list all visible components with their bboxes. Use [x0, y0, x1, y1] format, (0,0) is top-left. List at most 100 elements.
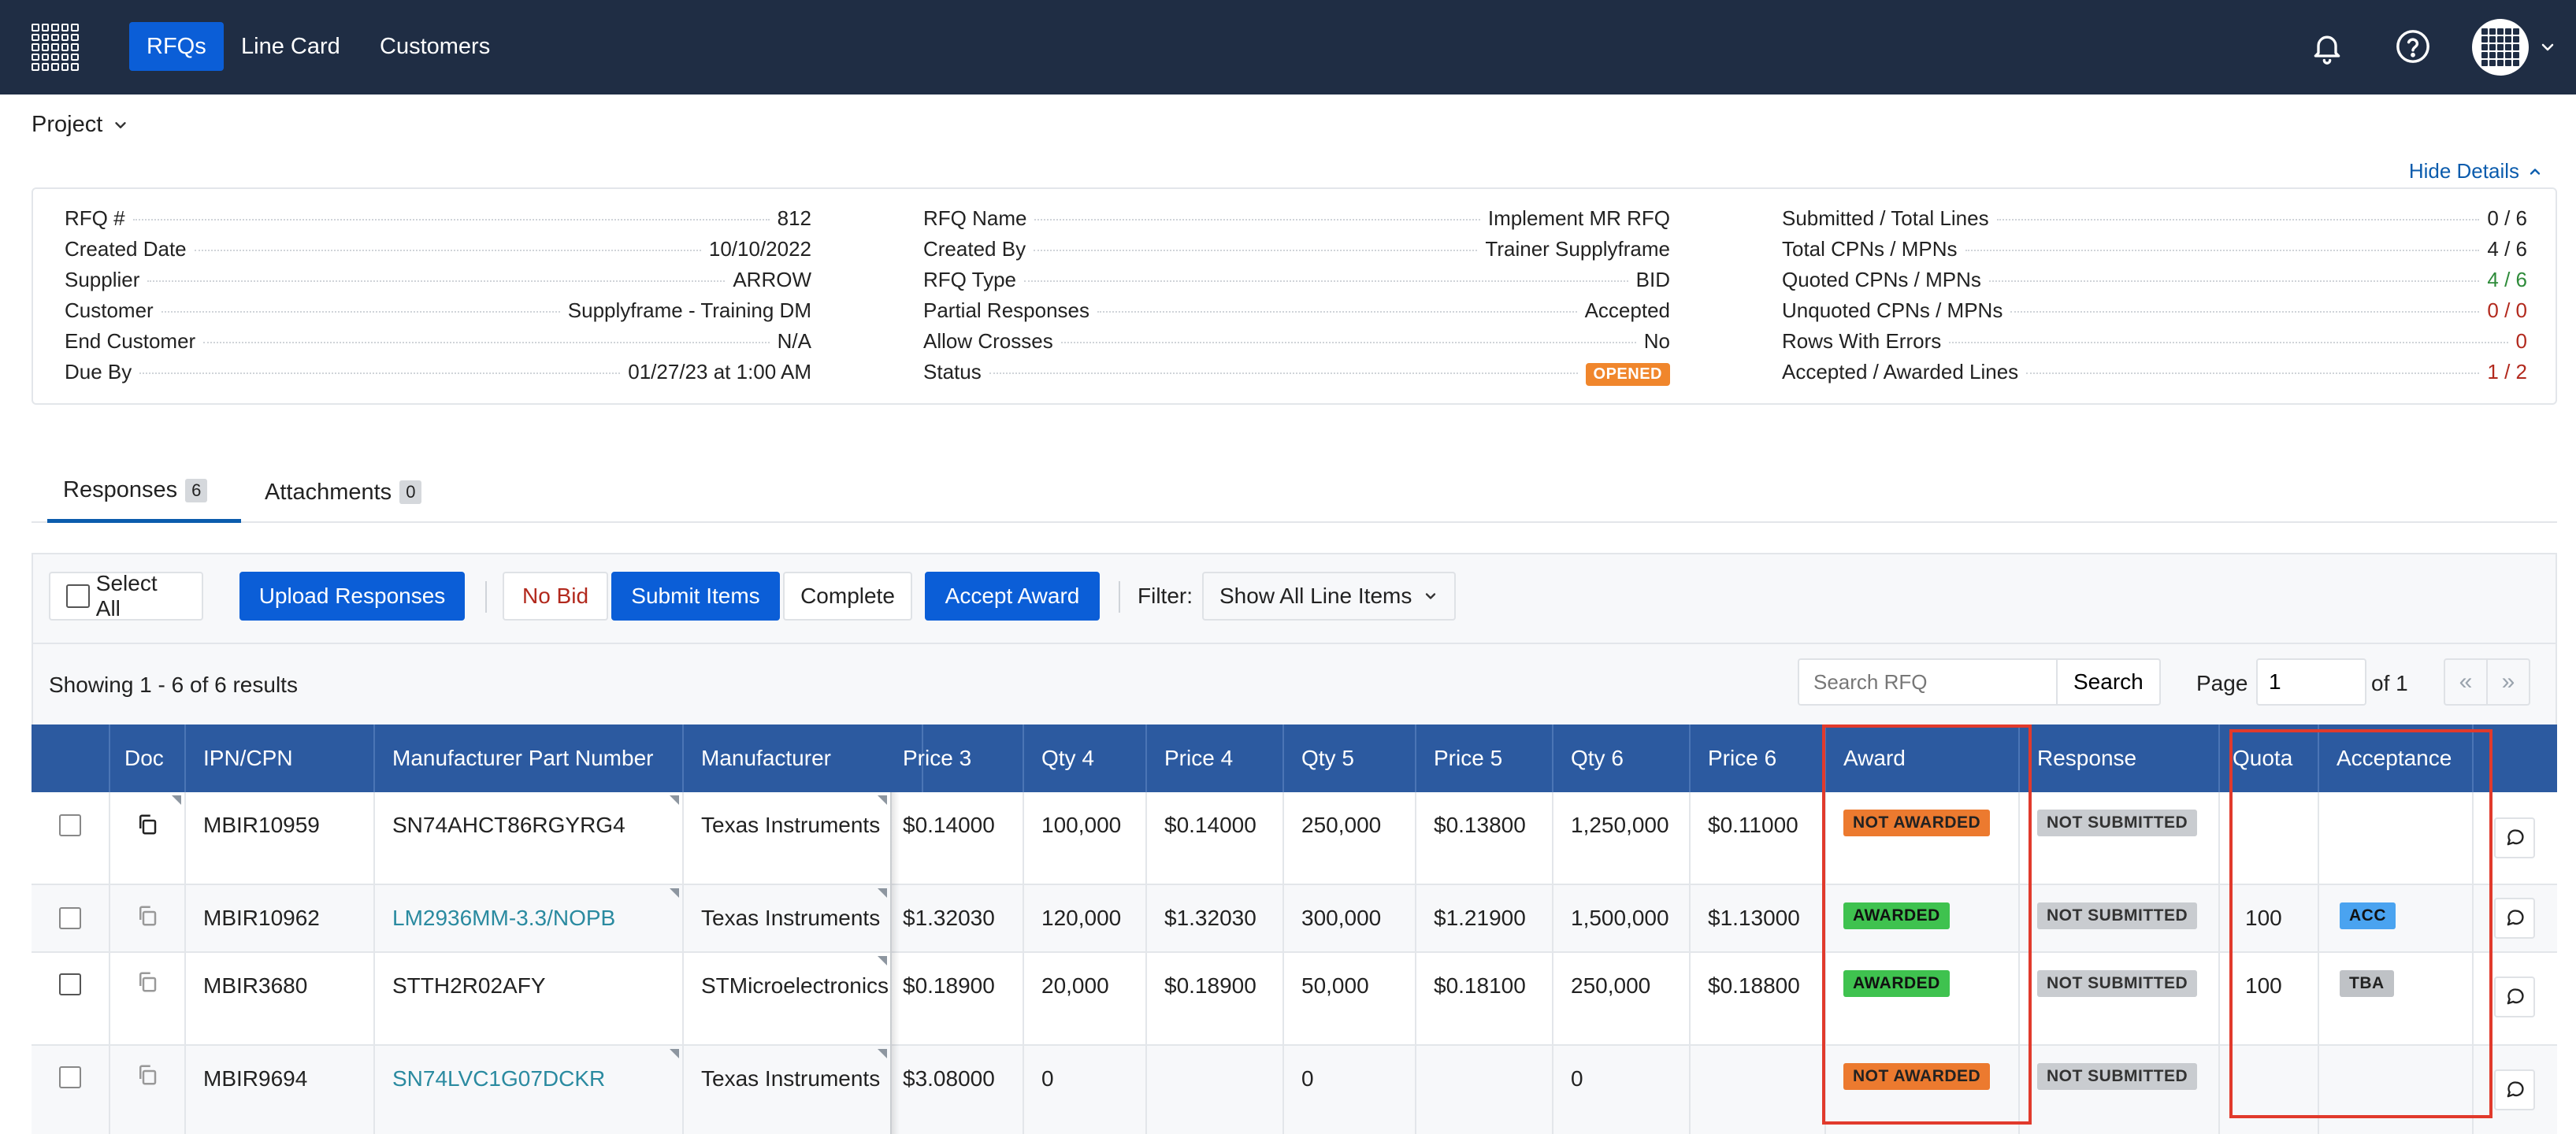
column-header-price-6[interactable]: Price 6 [1691, 724, 1826, 792]
price-4-cell: $0.14000 [1147, 792, 1284, 884]
qty-6-cell: 1,500,000 [1553, 885, 1691, 951]
apps-grid-icon[interactable] [30, 22, 80, 72]
row-checkbox[interactable] [59, 1066, 81, 1088]
column-header-ipn[interactable]: IPN/CPN [186, 724, 375, 792]
chat-icon [2507, 988, 2524, 1005]
mpn-link[interactable]: LM2936MM-3.3/NOPB [392, 906, 616, 930]
table-row[interactable]: MBIR3680 STTH2R02AFY STMicroelectronics … [32, 953, 2557, 1046]
page-input[interactable] [2256, 658, 2366, 706]
award-cell: AWARDED [1826, 953, 2020, 1044]
response-cell: NOT SUBMITTED [2020, 1046, 2220, 1134]
column-header-qty-5[interactable]: Qty 5 [1284, 724, 1416, 792]
chevron-down-icon[interactable] [2538, 38, 2557, 57]
column-header-select [32, 724, 110, 792]
filter-select[interactable]: Show All Line Items [1202, 572, 1456, 621]
detail-label: Created Date [65, 237, 187, 261]
chevron-down-icon [115, 121, 126, 128]
price-6-cell [1691, 1046, 1826, 1134]
tab-attachments[interactable]: Attachments 0 [249, 461, 437, 523]
row-checkbox[interactable] [59, 973, 81, 995]
cell-corner-marker [172, 795, 181, 805]
detail-row: Rows With Errors 0 [1782, 329, 2527, 360]
chat-icon [2507, 1081, 2524, 1098]
toolbar-panel: Select All Upload Responses No Bid Submi… [32, 553, 2557, 724]
qty-6-cell: 250,000 [1553, 953, 1691, 1044]
qty-5-cell: 50,000 [1284, 953, 1416, 1044]
column-header-doc[interactable]: Doc [110, 724, 186, 792]
tab-responses[interactable]: Responses 6 [47, 461, 241, 523]
manufacturer-text: Texas Instruments [701, 813, 881, 837]
prev-page-button[interactable]: « [2444, 658, 2488, 706]
next-page-button[interactable]: » [2486, 658, 2530, 706]
table-header: Doc IPN/CPN Manufacturer Part Number Man… [32, 724, 2557, 792]
column-header-award[interactable]: Award [1826, 724, 2020, 792]
detail-label: Customer [65, 298, 154, 322]
manufacturer-text: Texas Instruments [701, 1066, 881, 1091]
manufacturer-cell: STMicroelectronics [684, 953, 892, 1044]
upload-responses-button[interactable]: Upload Responses [239, 572, 465, 621]
row-action-button[interactable] [2494, 898, 2535, 939]
help-icon[interactable] [2395, 28, 2431, 65]
row-checkbox[interactable] [59, 814, 81, 836]
row-action-button[interactable] [2494, 976, 2535, 1017]
search-button[interactable]: Search [2056, 658, 2161, 706]
manufacturer-cell: Texas Instruments [684, 885, 892, 951]
complete-button[interactable]: Complete [783, 572, 912, 621]
award-column-highlight [1822, 724, 2032, 1125]
response-status-badge: NOT SUBMITTED [2037, 902, 2198, 929]
table-row[interactable]: MBIR10962 LM2936MM-3.3/NOPB Texas Instru… [32, 885, 2557, 953]
detail-label: End Customer [65, 329, 196, 353]
detail-label: Rows With Errors [1782, 329, 1942, 353]
column-header-qty-6[interactable]: Qty 6 [1553, 724, 1691, 792]
nav-item-line-card[interactable]: Line Card [241, 34, 340, 59]
select-all-checkbox[interactable] [66, 584, 90, 608]
column-header-price-3[interactable]: Price 3 [892, 724, 1024, 792]
price-6-cell: $0.18800 [1691, 953, 1826, 1044]
column-header-price-4[interactable]: Price 4 [1147, 724, 1284, 792]
column-header-quota[interactable]: Quota [2220, 724, 2319, 792]
no-bid-button[interactable]: No Bid [503, 572, 608, 621]
award-cell: NOT AWARDED [1826, 1046, 2020, 1134]
nav-item-rfqs[interactable]: RFQs [129, 22, 224, 71]
tabs: Responses 6 Attachments 0 [32, 461, 2557, 523]
chevron-down-icon [1425, 593, 1436, 599]
copy-icon[interactable] [135, 970, 159, 994]
tab-label: Attachments [265, 479, 392, 505]
row-action-button[interactable] [2494, 1069, 2535, 1110]
bell-icon[interactable] [2310, 30, 2344, 65]
detail-value: Trainer Supplyframe [1485, 237, 1670, 261]
hide-details-link[interactable]: Hide Details [2409, 159, 2543, 183]
detail-row: Status OPENED [923, 360, 1670, 391]
detail-row: Partial Responses Accepted [923, 298, 1670, 329]
doc-cell [110, 953, 186, 1044]
copy-icon[interactable] [135, 1063, 159, 1087]
price-4-cell: $0.18900 [1147, 953, 1284, 1044]
table-row[interactable]: MBIR9694 SN74LVC1G07DCKR Texas Instrumen… [32, 1046, 2557, 1134]
copy-icon[interactable] [135, 813, 159, 836]
column-header-mpn[interactable]: Manufacturer Part Number [375, 724, 684, 792]
price-3-cell: $1.32030 [892, 885, 1024, 951]
detail-row: RFQ Name Implement MR RFQ [923, 206, 1670, 237]
mpn-link[interactable]: SN74LVC1G07DCKR [392, 1066, 606, 1091]
search-input[interactable] [1798, 658, 2056, 706]
table-row[interactable]: MBIR10959 SN74AHCT86RGYRG4 Texas Instrum… [32, 792, 2557, 885]
select-all-button[interactable]: Select All [49, 571, 203, 621]
column-header-acceptance[interactable]: Acceptance [2319, 724, 2474, 792]
manufacturer-text: STMicroelectronics [701, 973, 889, 998]
detail-row: End Customer N/A [65, 329, 811, 360]
column-header-manufacturer[interactable]: Manufacturer [684, 724, 923, 792]
row-checkbox[interactable] [59, 907, 81, 929]
project-menu[interactable]: Project [32, 112, 129, 138]
column-header-response[interactable]: Response [2020, 724, 2220, 792]
qty-4-cell: 0 [1024, 1046, 1147, 1134]
qty-6-cell: 1,250,000 [1553, 792, 1691, 884]
chat-icon [2507, 829, 2524, 846]
column-header-price-5[interactable]: Price 5 [1416, 724, 1553, 792]
submit-items-button[interactable]: Submit Items [611, 572, 780, 621]
copy-icon[interactable] [135, 904, 159, 928]
row-action-button[interactable] [2494, 817, 2535, 858]
column-header-qty-4[interactable]: Qty 4 [1024, 724, 1147, 792]
accept-award-button[interactable]: Accept Award [925, 572, 1100, 621]
avatar[interactable] [2472, 19, 2529, 76]
nav-item-customers[interactable]: Customers [380, 34, 491, 59]
